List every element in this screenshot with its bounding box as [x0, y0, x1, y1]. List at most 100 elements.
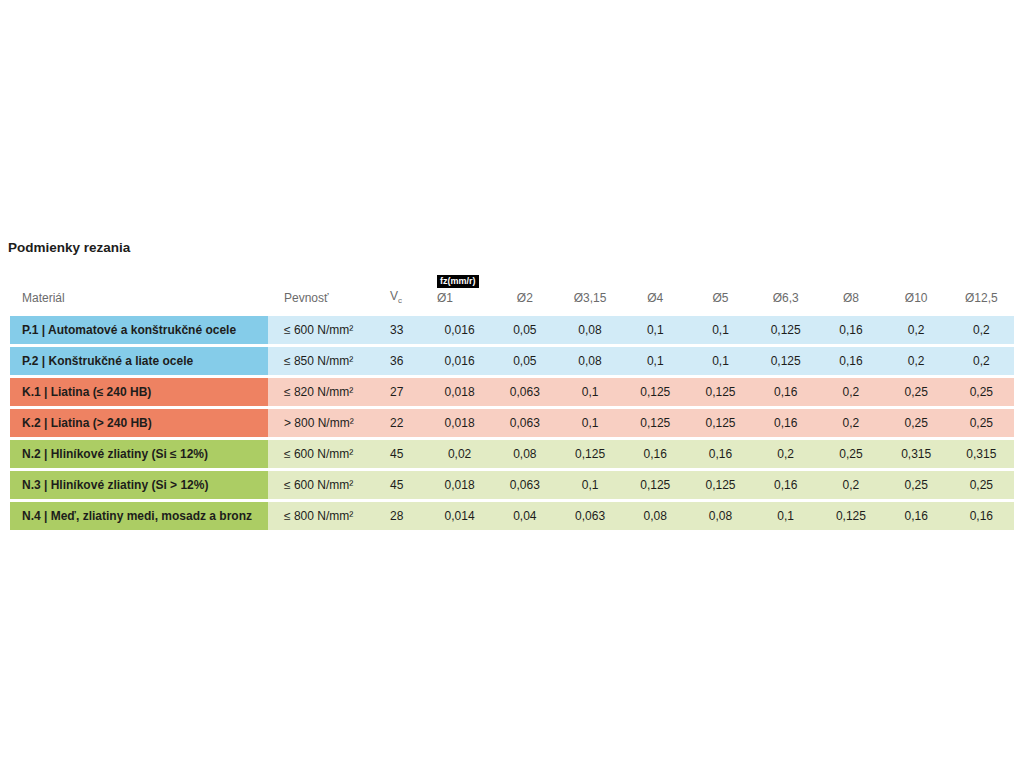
feed-cell: 0,16 [818, 347, 883, 375]
table-row: N.4 | Meď, zliatiny medi, mosadz a bronz… [10, 502, 1014, 530]
column-header-diameter-1: fz(mm/r) Ø1 [427, 265, 492, 313]
table-row: K.1 | Liatina (≤ 240 HB) ≤ 820 N/mm² 27 … [10, 378, 1014, 406]
table-row: N.2 | Hliníkové zliatiny (Si ≤ 12%) ≤ 60… [10, 440, 1014, 468]
feed-cell: 0,125 [688, 378, 753, 406]
column-header-vc: Vc [375, 265, 427, 313]
material-cell: N.4 | Meď, zliatiny medi, mosadz a bronz [10, 502, 268, 530]
vc-symbol: V [390, 289, 398, 303]
column-header-diameter-6: Ø6,3 [753, 265, 818, 313]
feed-cell: 0,25 [949, 378, 1014, 406]
feed-cell: 0,125 [688, 471, 753, 499]
strength-cell: > 800 N/mm² [268, 409, 375, 437]
diameter-label: Ø1 [437, 291, 492, 305]
feed-cell: 0,2 [949, 316, 1014, 344]
feed-cell: 0,315 [884, 440, 949, 468]
strength-cell: ≤ 600 N/mm² [268, 471, 375, 499]
vc-cell: 28 [375, 502, 427, 530]
strength-cell: ≤ 820 N/mm² [268, 378, 375, 406]
table-row: N.3 | Hliníkové zliatiny (Si > 12%) ≤ 60… [10, 471, 1014, 499]
feed-cell: 0,05 [492, 347, 557, 375]
page-title: Podmienky rezania [8, 240, 1016, 256]
material-cell: K.1 | Liatina (≤ 240 HB) [10, 378, 268, 406]
feed-cell: 0,125 [753, 316, 818, 344]
feed-cell: 0,08 [492, 440, 557, 468]
cutting-conditions-table: Materiál Pevnosť Vc fz(mm/r) Ø1 Ø2 Ø3,15… [10, 262, 1014, 533]
fz-unit-badge-wrap: fz(mm/r) [437, 273, 492, 288]
strength-cell: ≤ 850 N/mm² [268, 347, 375, 375]
feed-cell: 0,016 [427, 347, 492, 375]
feed-cell: 0,16 [623, 440, 688, 468]
feed-cell: 0,063 [492, 409, 557, 437]
table-row: K.2 | Liatina (> 240 HB) > 800 N/mm² 22 … [10, 409, 1014, 437]
feed-cell: 0,1 [623, 316, 688, 344]
feed-cell: 0,08 [623, 502, 688, 530]
strength-cell: ≤ 800 N/mm² [268, 502, 375, 530]
vc-subscript: c [398, 296, 402, 305]
table-row: P.2 | Konštrukčné a liate ocele ≤ 850 N/… [10, 347, 1014, 375]
column-header-diameter-2: Ø2 [492, 265, 557, 313]
feed-cell: 0,125 [688, 409, 753, 437]
feed-cell: 0,25 [949, 471, 1014, 499]
feed-cell: 0,08 [557, 347, 622, 375]
feed-cell: 0,125 [753, 347, 818, 375]
column-header-material: Materiál [10, 265, 268, 313]
column-header-diameter-7: Ø8 [818, 265, 883, 313]
feed-cell: 0,25 [818, 440, 883, 468]
vc-cell: 27 [375, 378, 427, 406]
feed-cell: 0,16 [753, 409, 818, 437]
feed-cell: 0,25 [949, 409, 1014, 437]
feed-cell: 0,125 [623, 409, 688, 437]
strength-cell: ≤ 600 N/mm² [268, 440, 375, 468]
feed-cell: 0,25 [884, 471, 949, 499]
vc-cell: 45 [375, 440, 427, 468]
feed-cell: 0,16 [884, 502, 949, 530]
feed-cell: 0,2 [818, 409, 883, 437]
feed-cell: 0,2 [949, 347, 1014, 375]
feed-cell: 0,125 [623, 471, 688, 499]
material-cell: P.1 | Automatové a konštrukčné ocele [10, 316, 268, 344]
material-cell: P.2 | Konštrukčné a liate ocele [10, 347, 268, 375]
feed-cell: 0,05 [492, 316, 557, 344]
material-cell: N.2 | Hliníkové zliatiny (Si ≤ 12%) [10, 440, 268, 468]
feed-cell: 0,2 [818, 471, 883, 499]
feed-cell: 0,08 [688, 502, 753, 530]
fz-unit-badge: fz(mm/r) [437, 275, 479, 288]
vc-cell: 36 [375, 347, 427, 375]
feed-cell: 0,016 [427, 316, 492, 344]
feed-cell: 0,04 [492, 502, 557, 530]
feed-cell: 0,16 [688, 440, 753, 468]
feed-cell: 0,063 [492, 378, 557, 406]
feed-cell: 0,063 [557, 502, 622, 530]
feed-cell: 0,1 [557, 471, 622, 499]
vc-cell: 33 [375, 316, 427, 344]
material-cell: K.2 | Liatina (> 240 HB) [10, 409, 268, 437]
feed-cell: 0,2 [884, 347, 949, 375]
feed-cell: 0,2 [884, 316, 949, 344]
material-cell: N.3 | Hliníkové zliatiny (Si > 12%) [10, 471, 268, 499]
feed-cell: 0,02 [427, 440, 492, 468]
feed-cell: 0,08 [557, 316, 622, 344]
column-header-strength: Pevnosť [268, 265, 375, 313]
strength-cell: ≤ 600 N/mm² [268, 316, 375, 344]
feed-cell: 0,1 [623, 347, 688, 375]
feed-cell: 0,16 [818, 316, 883, 344]
feed-cell: 0,018 [427, 409, 492, 437]
feed-cell: 0,315 [949, 440, 1014, 468]
table-row: P.1 | Automatové a konštrukčné ocele ≤ 6… [10, 316, 1014, 344]
feed-cell: 0,1 [753, 502, 818, 530]
feed-cell: 0,16 [753, 378, 818, 406]
feed-cell: 0,014 [427, 502, 492, 530]
vc-cell: 22 [375, 409, 427, 437]
feed-cell: 0,1 [688, 347, 753, 375]
feed-cell: 0,125 [818, 502, 883, 530]
feed-cell: 0,16 [753, 471, 818, 499]
column-header-diameter-9: Ø12,5 [949, 265, 1014, 313]
feed-cell: 0,125 [623, 378, 688, 406]
feed-cell: 0,018 [427, 471, 492, 499]
feed-cell: 0,1 [688, 316, 753, 344]
vc-cell: 45 [375, 471, 427, 499]
feed-cell: 0,125 [557, 440, 622, 468]
feed-cell: 0,1 [557, 378, 622, 406]
header-row: Materiál Pevnosť Vc fz(mm/r) Ø1 Ø2 Ø3,15… [10, 265, 1014, 313]
feed-cell: 0,16 [949, 502, 1014, 530]
